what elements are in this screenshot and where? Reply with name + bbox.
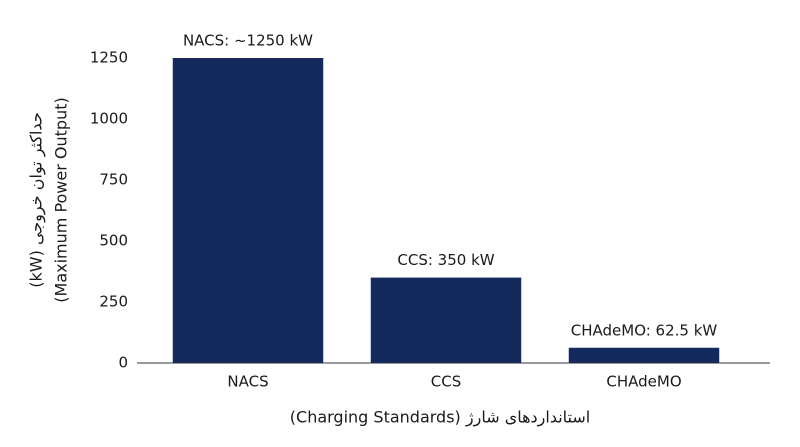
y-tick-label: 250: [99, 293, 128, 311]
data-label: CCS: 350 kW: [397, 251, 494, 269]
x-tick-label: CCS: [431, 373, 461, 391]
y-axis-title: (Maximum Power Output): [52, 97, 71, 302]
y-tick-label: 500: [99, 232, 128, 250]
data-label: CHAdeMO: 62.5 kW: [571, 321, 718, 339]
y-tick-label: 750: [99, 171, 128, 189]
bar: [370, 277, 522, 363]
data-label: NACS: ~1250 kW: [183, 32, 313, 50]
x-axis-title: استانداردهای شارژ (Charging Standards): [290, 408, 590, 428]
bar: [172, 58, 324, 363]
y-axis-title: حداکثر توان خروجی (kW): [27, 112, 47, 287]
y-tick-label: 0: [118, 354, 128, 372]
x-tick-label: NACS: [227, 373, 268, 391]
x-tick-label: CHAdeMO: [606, 373, 681, 391]
y-tick-label: 1250: [90, 49, 128, 67]
bar: [568, 347, 720, 363]
y-tick-label: 1000: [90, 110, 128, 128]
